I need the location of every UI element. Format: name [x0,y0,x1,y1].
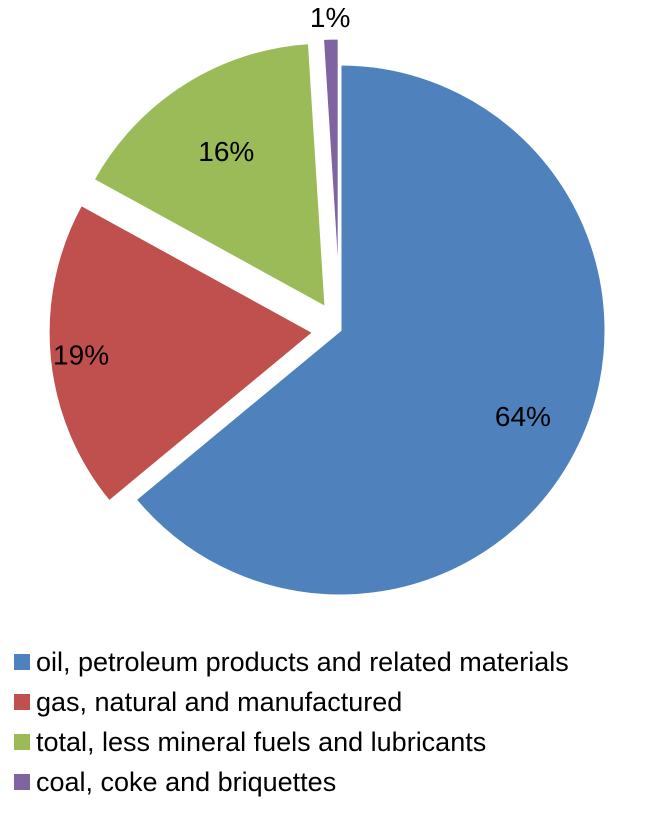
legend-label-total-less-fuels: total, less mineral fuels and lubricants [36,726,487,757]
data-label-oil: 64% [495,401,551,432]
legend-swatch-coal [14,774,30,790]
pie-slice-oil [132,62,608,598]
chart-legend: oil, petroleum products and related mate… [14,642,672,802]
legend-item-oil: oil, petroleum products and related mate… [14,642,672,682]
data-label-total-less-fuels: 16% [198,136,254,167]
legend-swatch-total-less-fuels [14,734,30,750]
pie-slice-total-less-fuels [90,40,328,311]
legend-item-gas: gas, natural and manufactured [14,682,672,722]
pie-slice-coal [320,36,341,305]
legend-swatch-gas [14,694,30,710]
legend-swatch-oil [14,654,30,670]
legend-item-coal: coal, coke and briquettes [14,762,672,802]
legend-label-coal: coal, coke and briquettes [36,766,337,797]
data-label-coal: 1% [310,2,350,33]
pie-chart: 64% 19% 16% 1% [46,2,608,598]
legend-label-oil: oil, petroleum products and related mate… [36,646,569,677]
legend-item-total-less-fuels: total, less mineral fuels and lubricants [14,722,672,762]
pie-slice-gas [46,202,317,505]
legend-label-gas: gas, natural and manufactured [36,686,403,717]
data-label-gas: 19% [53,339,109,370]
